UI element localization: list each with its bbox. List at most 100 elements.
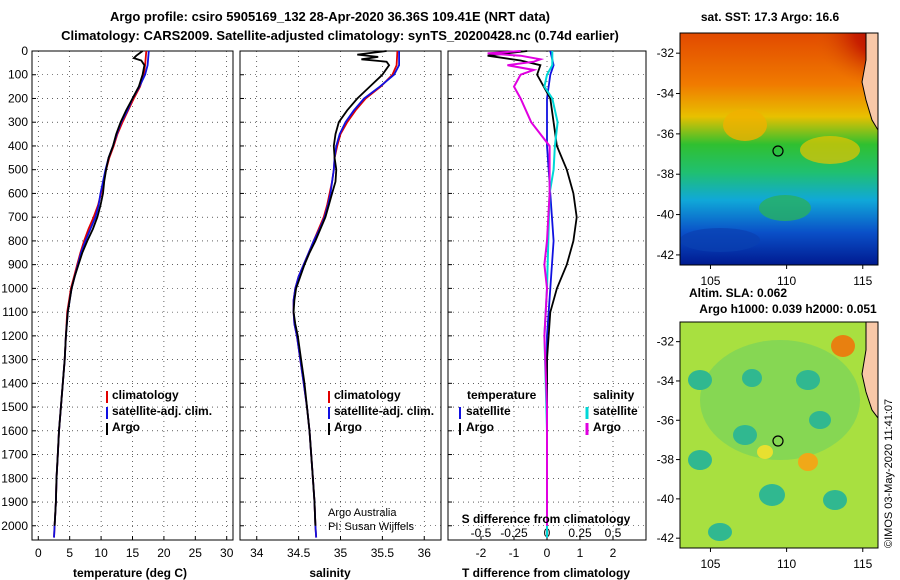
legend-label-argo: Argo <box>112 420 140 434</box>
x-tick-label: 10 <box>94 546 108 560</box>
depth-tick-label: 100 <box>8 68 28 82</box>
series-line-t-argo <box>487 50 578 526</box>
series-line-argo <box>53 50 146 526</box>
lon-tick-label: 105 <box>700 274 720 288</box>
t-difference-xlabel: T difference from climatology <box>462 566 630 580</box>
lat-tick-label: -38 <box>657 167 675 181</box>
lat-tick-label: -38 <box>657 453 675 467</box>
title-line-2: Climatology: CARS2009. Satellite-adjuste… <box>61 28 619 43</box>
legend-label-t-satellite: satellite <box>466 404 511 418</box>
lat-tick-label: -40 <box>657 208 675 222</box>
sla-eddy <box>759 484 785 506</box>
depth-tick-label: 1200 <box>1 329 28 343</box>
sst-map-frame <box>679 32 879 266</box>
lat-tick-label: -36 <box>657 127 675 141</box>
depth-tick-labels: 0 100 200 300 400 500 600 700 800 900 1000 1100 1200… <box>1 44 28 533</box>
s-difference-tick-label: -0.25 <box>500 526 528 540</box>
sla-eddy <box>708 523 732 541</box>
temperature-grid <box>32 50 233 540</box>
sla-eddy <box>688 370 712 390</box>
sst-eddy <box>800 136 860 164</box>
sla-eddy <box>733 425 757 445</box>
lon-tick-label: 110 <box>777 557 796 571</box>
x-tick-label: 35.5 <box>371 546 395 560</box>
depth-tick-label: 1000 <box>1 281 28 295</box>
salinity-xlabel: salinity <box>309 566 351 580</box>
depth-tick-label: 2000 <box>1 519 28 533</box>
depth-tick-label: 500 <box>8 163 28 177</box>
depth-tick-label: 200 <box>8 91 28 105</box>
depth-tick-label: 300 <box>8 115 28 129</box>
x-tick-label: 30 <box>220 546 234 560</box>
s-difference-tick-label: -0.5 <box>471 526 492 540</box>
lon-tick-label: 105 <box>700 557 720 571</box>
legend-title-salinity: salinity <box>593 388 635 402</box>
s-difference-xlabel: S difference from climatology <box>462 512 631 526</box>
s-difference-tick-label: 0.25 <box>568 526 592 540</box>
lat-tick-label: -36 <box>657 413 675 427</box>
lat-tick-label: -34 <box>657 374 675 388</box>
temperature-series <box>53 50 150 538</box>
x-tick-label: 0 <box>35 546 42 560</box>
sst-latitude-labels: -32 -34 -36 -38 -40 -42 <box>657 46 680 262</box>
legend-label-climatology: climatology <box>334 388 401 402</box>
lat-tick-label: -42 <box>657 248 675 262</box>
salinity-series <box>292 50 401 538</box>
imos-credit: ©IMOS 03-May-2020 11:41:07 <box>883 399 895 548</box>
sst-eddy <box>680 228 760 252</box>
x-tick-label: 34 <box>250 546 264 560</box>
x-tick-label: 35 <box>334 546 348 560</box>
sst-longitude-labels: 105 110 115 <box>700 265 873 288</box>
legend-label-satellite-adj: satellite-adj. clim. <box>334 404 434 418</box>
credit-pi: PI: Susan Wijffels <box>328 521 414 533</box>
salinity-grid <box>240 50 441 540</box>
x-tick-label: 1 <box>577 546 584 560</box>
lat-tick-label: -34 <box>657 87 675 101</box>
x-tick-label: -2 <box>476 546 487 560</box>
sla-high <box>798 453 818 471</box>
depth-tick-label: 900 <box>8 258 28 272</box>
lat-tick-label: -40 <box>657 492 675 506</box>
salinity-legend: climatology satellite-adj. clim. Argo <box>328 388 434 435</box>
temperature-tick-labels: 0 5 10 15 20 25 30 <box>35 546 234 560</box>
x-tick-label: 5 <box>66 546 73 560</box>
series-line-argo <box>292 50 391 526</box>
depth-tick-label: 1900 <box>1 495 28 509</box>
depth-tick-label: 1300 <box>1 353 28 367</box>
depth-tick-label: 700 <box>8 210 28 224</box>
lat-tick-label: -32 <box>657 46 675 60</box>
temperature-legend: climatology satellite-adj. clim. Argo <box>106 388 212 435</box>
sla-map-title: Altim. SLA: 0.062 <box>689 286 787 300</box>
sla-high <box>831 335 855 357</box>
sla-coastline <box>861 322 878 419</box>
depth-tick-label: 1400 <box>1 376 28 390</box>
sla-high <box>757 445 773 459</box>
legend-label-s-argo: Argo <box>593 420 621 434</box>
temperature-panel: 0100200300400500600700800900100011001200… <box>1 44 233 580</box>
s-difference-tick-label: 0.5 <box>605 526 622 540</box>
difference-series <box>487 50 578 538</box>
x-tick-label: 36 <box>418 546 432 560</box>
legend-title-temperature: temperature <box>467 388 537 402</box>
legend-label-satellite-adj: satellite-adj. clim. <box>112 404 212 418</box>
sst-argo-marker <box>772 145 784 157</box>
lat-tick-label: -42 <box>657 531 675 545</box>
title-line-1: Argo profile: csiro 5905169_132 28-Apr-2… <box>110 9 550 24</box>
depth-tick-label: 1600 <box>1 424 28 438</box>
sla-eddy <box>796 370 820 390</box>
difference-legend: temperature salinity satellite Argo sate… <box>459 388 638 435</box>
depth-tick-label: 400 <box>8 139 28 153</box>
depth-tick-label: 1500 <box>1 400 28 414</box>
temperature-xlabel: temperature (deg C) <box>73 566 187 580</box>
sst-coastline <box>861 33 878 131</box>
sla-eddy <box>688 450 712 470</box>
depth-tick-label: 1700 <box>1 448 28 462</box>
legend-label-t-argo: Argo <box>466 420 494 434</box>
credit-argo-australia: Argo Australia <box>328 507 397 519</box>
difference-grid <box>448 50 646 540</box>
depth-tick-label: 0 <box>21 44 28 58</box>
x-tick-label: -1 <box>509 546 520 560</box>
sla-map-subtitle: Argo h1000: 0.039 h2000: 0.051 <box>699 302 877 316</box>
sst-eddy <box>723 109 767 141</box>
